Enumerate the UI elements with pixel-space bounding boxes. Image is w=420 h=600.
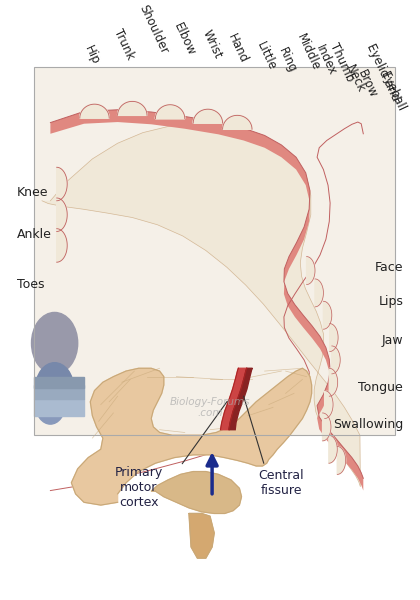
Text: Primary
motor
cortex: Primary motor cortex	[115, 466, 163, 509]
Polygon shape	[193, 109, 223, 123]
Circle shape	[36, 362, 74, 413]
Circle shape	[36, 385, 65, 424]
Polygon shape	[337, 446, 346, 475]
Bar	[34, 377, 84, 388]
Circle shape	[32, 313, 78, 374]
Polygon shape	[155, 105, 185, 119]
Polygon shape	[57, 167, 67, 201]
Text: Trunk: Trunk	[111, 26, 136, 61]
Text: Index: Index	[313, 43, 338, 78]
FancyBboxPatch shape	[34, 67, 395, 435]
Polygon shape	[332, 346, 340, 374]
Polygon shape	[323, 301, 332, 329]
Text: Swallowing: Swallowing	[333, 418, 403, 431]
Polygon shape	[118, 101, 147, 115]
Polygon shape	[118, 101, 147, 115]
Polygon shape	[330, 323, 338, 352]
Polygon shape	[325, 391, 333, 419]
Polygon shape	[223, 115, 252, 130]
Text: Ankle: Ankle	[17, 228, 52, 241]
Polygon shape	[229, 368, 252, 430]
Polygon shape	[193, 109, 223, 123]
Text: Tongue: Tongue	[358, 382, 403, 394]
Polygon shape	[189, 514, 214, 558]
Text: Elbow: Elbow	[171, 21, 198, 58]
Text: Neck: Neck	[343, 62, 367, 95]
Polygon shape	[80, 104, 109, 118]
Text: Thumb: Thumb	[328, 41, 357, 83]
Polygon shape	[307, 257, 315, 284]
Text: Knee: Knee	[17, 186, 48, 199]
Polygon shape	[315, 279, 323, 307]
Polygon shape	[323, 413, 331, 441]
Polygon shape	[57, 229, 67, 262]
Polygon shape	[42, 124, 360, 487]
Text: Ring: Ring	[276, 46, 299, 75]
Polygon shape	[80, 104, 109, 118]
Text: Face: Face	[375, 261, 403, 274]
Polygon shape	[50, 110, 363, 491]
Text: Jaw: Jaw	[382, 334, 403, 347]
Text: Biology-Forums
.com: Biology-Forums .com	[170, 397, 250, 418]
Polygon shape	[151, 472, 241, 514]
Text: Eyeball: Eyeball	[378, 70, 408, 114]
Text: Lips: Lips	[378, 295, 403, 308]
Text: Shoulder: Shoulder	[136, 2, 171, 56]
Polygon shape	[57, 198, 67, 232]
Polygon shape	[329, 368, 338, 396]
Text: Toes: Toes	[17, 278, 44, 291]
Text: Hip: Hip	[82, 43, 102, 67]
Polygon shape	[223, 115, 252, 130]
Bar	[34, 399, 84, 416]
Text: Eyelid and: Eyelid and	[364, 41, 402, 103]
Bar	[34, 385, 84, 399]
Polygon shape	[155, 105, 185, 119]
Polygon shape	[71, 368, 312, 505]
Text: Hand: Hand	[225, 32, 250, 65]
Text: Middle: Middle	[294, 31, 323, 73]
Text: Central
fissure: Central fissure	[259, 469, 304, 497]
Polygon shape	[329, 435, 337, 463]
Polygon shape	[220, 368, 247, 430]
Text: Brow: Brow	[355, 68, 380, 100]
Text: Wrist: Wrist	[200, 28, 224, 61]
Text: Little: Little	[255, 40, 279, 73]
